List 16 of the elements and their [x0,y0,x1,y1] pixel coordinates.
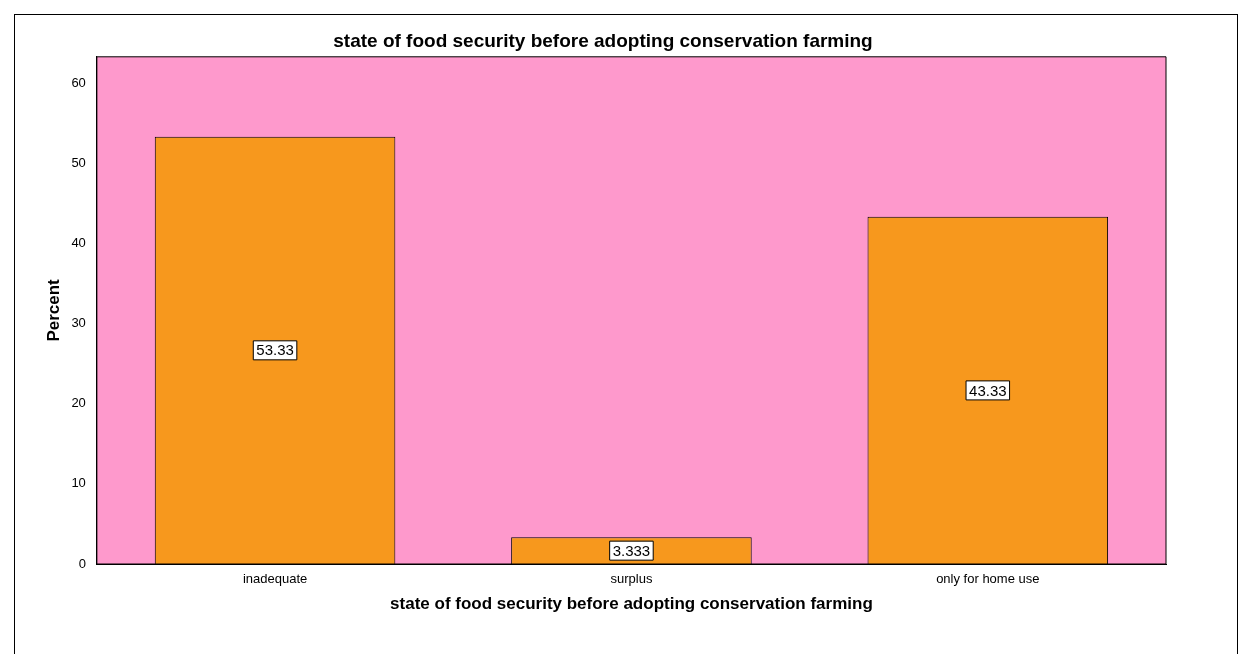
y-tick-label: 0 [78,555,86,571]
data-label: 43.33 [969,381,1007,399]
data-label: 3.333 [612,541,651,559]
y-tick-label: 40 [71,235,86,251]
y-axis-title: Percent [43,278,63,342]
y-tick-label: 60 [71,74,86,90]
x-axis-title: state of food security before adopting conservation farming [390,594,873,614]
x-tick-label: inadequate [242,571,308,587]
x-tick-label: surplus [610,571,653,587]
y-tick-label: 10 [71,475,86,491]
x-tick-label: only for home use [936,571,1040,587]
y-tick-label: 20 [71,395,86,411]
y-tick-label: 50 [71,154,86,170]
chart-title: state of food security before adopting conservation farming [333,29,873,51]
data-label: 53.33 [256,341,294,359]
y-tick-label: 30 [71,315,86,331]
